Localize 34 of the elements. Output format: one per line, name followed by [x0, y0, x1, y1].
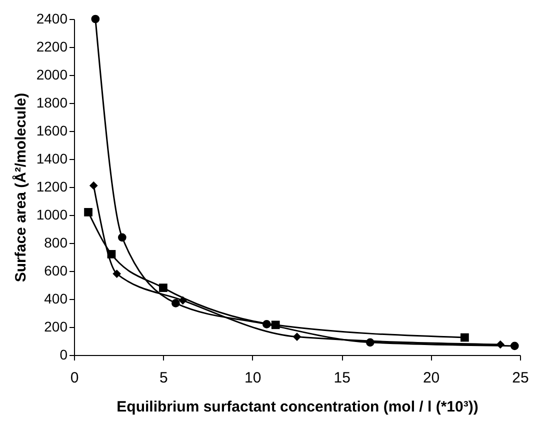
- x-tick-label: 20: [422, 370, 440, 386]
- y-tick-label: 2200: [36, 38, 68, 54]
- point: [107, 250, 116, 258]
- y-tick-label: 2000: [36, 66, 68, 82]
- y-tick-label: 0: [60, 346, 68, 362]
- point: [91, 14, 100, 24]
- y-tick-label: 1600: [36, 122, 68, 138]
- point: [172, 299, 180, 308]
- y-tick-label: 400: [44, 290, 68, 306]
- point: [510, 342, 519, 350]
- point: [112, 270, 121, 278]
- point: [271, 320, 280, 330]
- y-tick-label: 1800: [36, 94, 68, 110]
- y-axis-title: Surface area (Å²/molecule): [11, 92, 30, 282]
- x-tick-label: 5: [160, 370, 168, 386]
- y-tick-label: 600: [44, 262, 68, 278]
- point: [89, 181, 98, 190]
- point: [159, 284, 168, 292]
- x-tick-label: 0: [70, 370, 79, 386]
- point: [460, 333, 469, 342]
- x-tick-label: 10: [244, 370, 262, 386]
- x-axis-title: Equilibrium surfactant concentration (mol / l (*10³)): [116, 398, 478, 416]
- x-tick-label: 25: [512, 370, 529, 386]
- y-tick-label: 2400: [36, 10, 68, 26]
- y-tick-label: 200: [44, 318, 68, 334]
- point: [84, 208, 92, 216]
- x-tick-label: 15: [334, 370, 350, 386]
- point: [496, 340, 505, 349]
- y-tick-label: 1200: [36, 178, 68, 194]
- y-tick-label: 800: [44, 234, 68, 250]
- point: [292, 332, 302, 341]
- point: [118, 233, 126, 242]
- y-tick-label: 1400: [36, 150, 68, 166]
- y-tick-label: 1000: [36, 206, 68, 222]
